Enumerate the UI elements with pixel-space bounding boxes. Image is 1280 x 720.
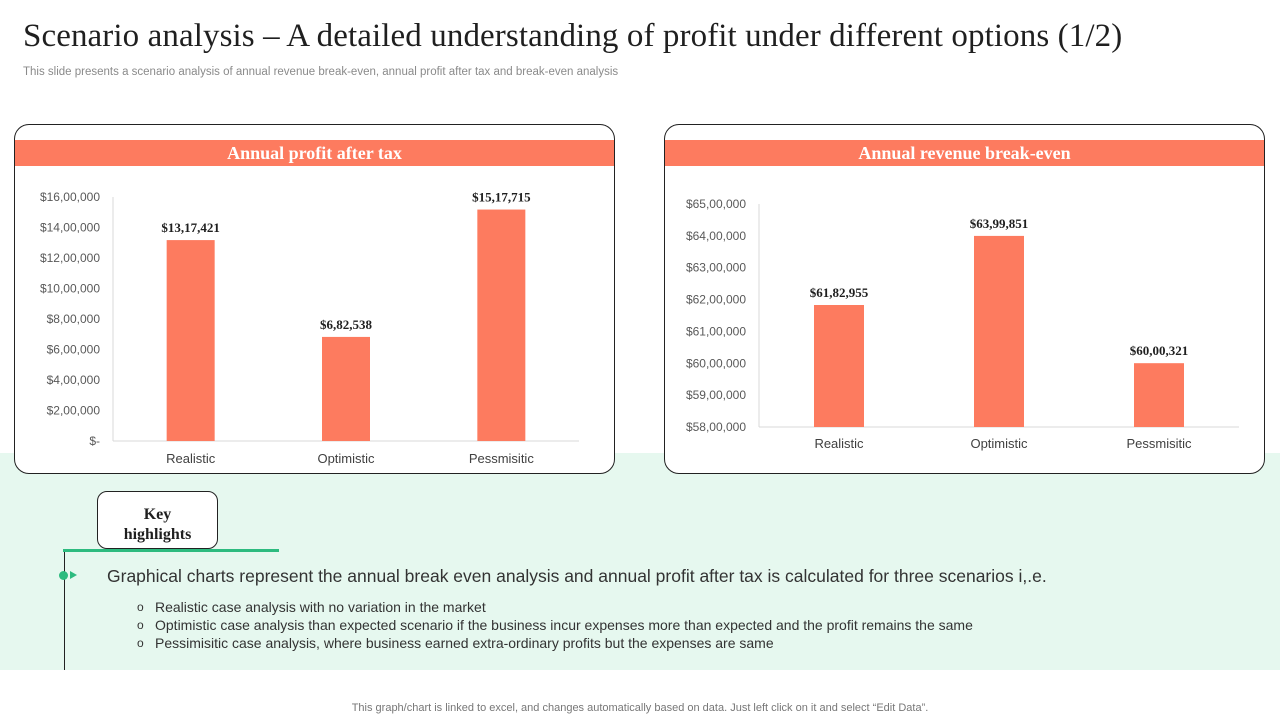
y-tick-label: $16,00,000 [40,190,100,204]
sub-point-optimistic: Optimistic case analysis than expected s… [137,617,973,635]
page-title: Scenario analysis – A detailed understan… [23,18,1123,54]
bar-realistic[interactable] [814,305,864,427]
x-category-label: Pessmisitic [469,451,535,466]
y-tick-label: $59,00,000 [686,388,746,402]
y-tick-label: $65,00,000 [686,197,746,211]
data-label: $61,82,955 [810,285,869,300]
y-tick-label: $8,00,000 [47,312,101,326]
breakeven-chart-panel: Annual revenue break-even $58,00,000 $59,… [664,124,1265,474]
highlight-main-point: Graphical charts represent the annual br… [107,566,1047,586]
y-tick-label: $64,00,000 [686,229,746,243]
breakeven-chart-title: Annual revenue break-even [665,140,1264,166]
x-category-label: Realistic [166,451,216,466]
key-highlights-line1: Key [143,506,172,523]
data-label: $60,00,321 [1130,343,1189,358]
y-tick-label: $12,00,000 [40,251,100,265]
x-category-label: Pessmisitic [1126,436,1192,451]
bar-optimistic[interactable] [322,336,370,441]
key-highlights-underline [63,549,279,552]
bar-pessmisitic[interactable] [1134,363,1184,427]
profit-chart-panel: Annual profit after tax $- $2,00,000 $4,00… [14,124,615,474]
key-highlights-line2: highlights [123,526,192,543]
revenue-breakeven-chart[interactable]: $58,00,000 $59,00,000 $60,00,000 $61,00,000… [665,125,1264,473]
sub-point-pessimistic: Pessimisitic case analysis, where busine… [137,635,973,653]
y-tick-label: $10,00,000 [40,282,100,296]
profit-chart-title: Annual profit after tax [15,140,614,166]
data-label: $6,82,538 [320,317,373,332]
bar-realistic[interactable] [166,240,215,441]
y-tick-label: $62,00,000 [686,293,746,307]
y-tick-label: $14,00,000 [40,221,100,235]
data-label: $13,17,421 [161,220,220,235]
y-tick-label: $58,00,000 [686,420,746,434]
y-tick-label: $60,00,000 [686,356,746,370]
y-tick-label: $6,00,000 [47,343,101,357]
bullet-arrow-icon [70,571,77,579]
key-highlights-box: Key highlights [97,491,218,549]
highlights-vertical-rule [64,552,65,670]
y-tick-label: $- [89,434,100,448]
sub-point-realistic: Realistic case analysis with no variatio… [137,599,973,617]
data-label: $63,99,851 [970,216,1029,231]
x-category-label: Optimistic [970,436,1028,451]
bar-pessmisitic[interactable] [477,209,526,441]
y-tick-label: $61,00,000 [686,324,746,338]
footer-note: This graph/chart is linked to excel, and… [351,702,929,714]
page-subtitle: This slide presents a scenario analysis … [23,66,619,78]
y-tick-label: $63,00,000 [686,261,746,275]
y-tick-label: $2,00,000 [47,404,101,418]
highlight-sub-points: Realistic case analysis with no variatio… [137,599,973,653]
x-category-label: Optimistic [317,451,375,466]
profit-after-tax-chart[interactable]: $- $2,00,000 $4,00,000 $6,00,000 $8,00,000 $1… [15,125,614,473]
x-category-label: Realistic [814,436,864,451]
data-label: $15,17,715 [472,190,531,205]
y-tick-label: $4,00,000 [47,373,101,387]
bullet-dot-icon [59,571,68,580]
bar-optimistic[interactable] [974,235,1024,427]
